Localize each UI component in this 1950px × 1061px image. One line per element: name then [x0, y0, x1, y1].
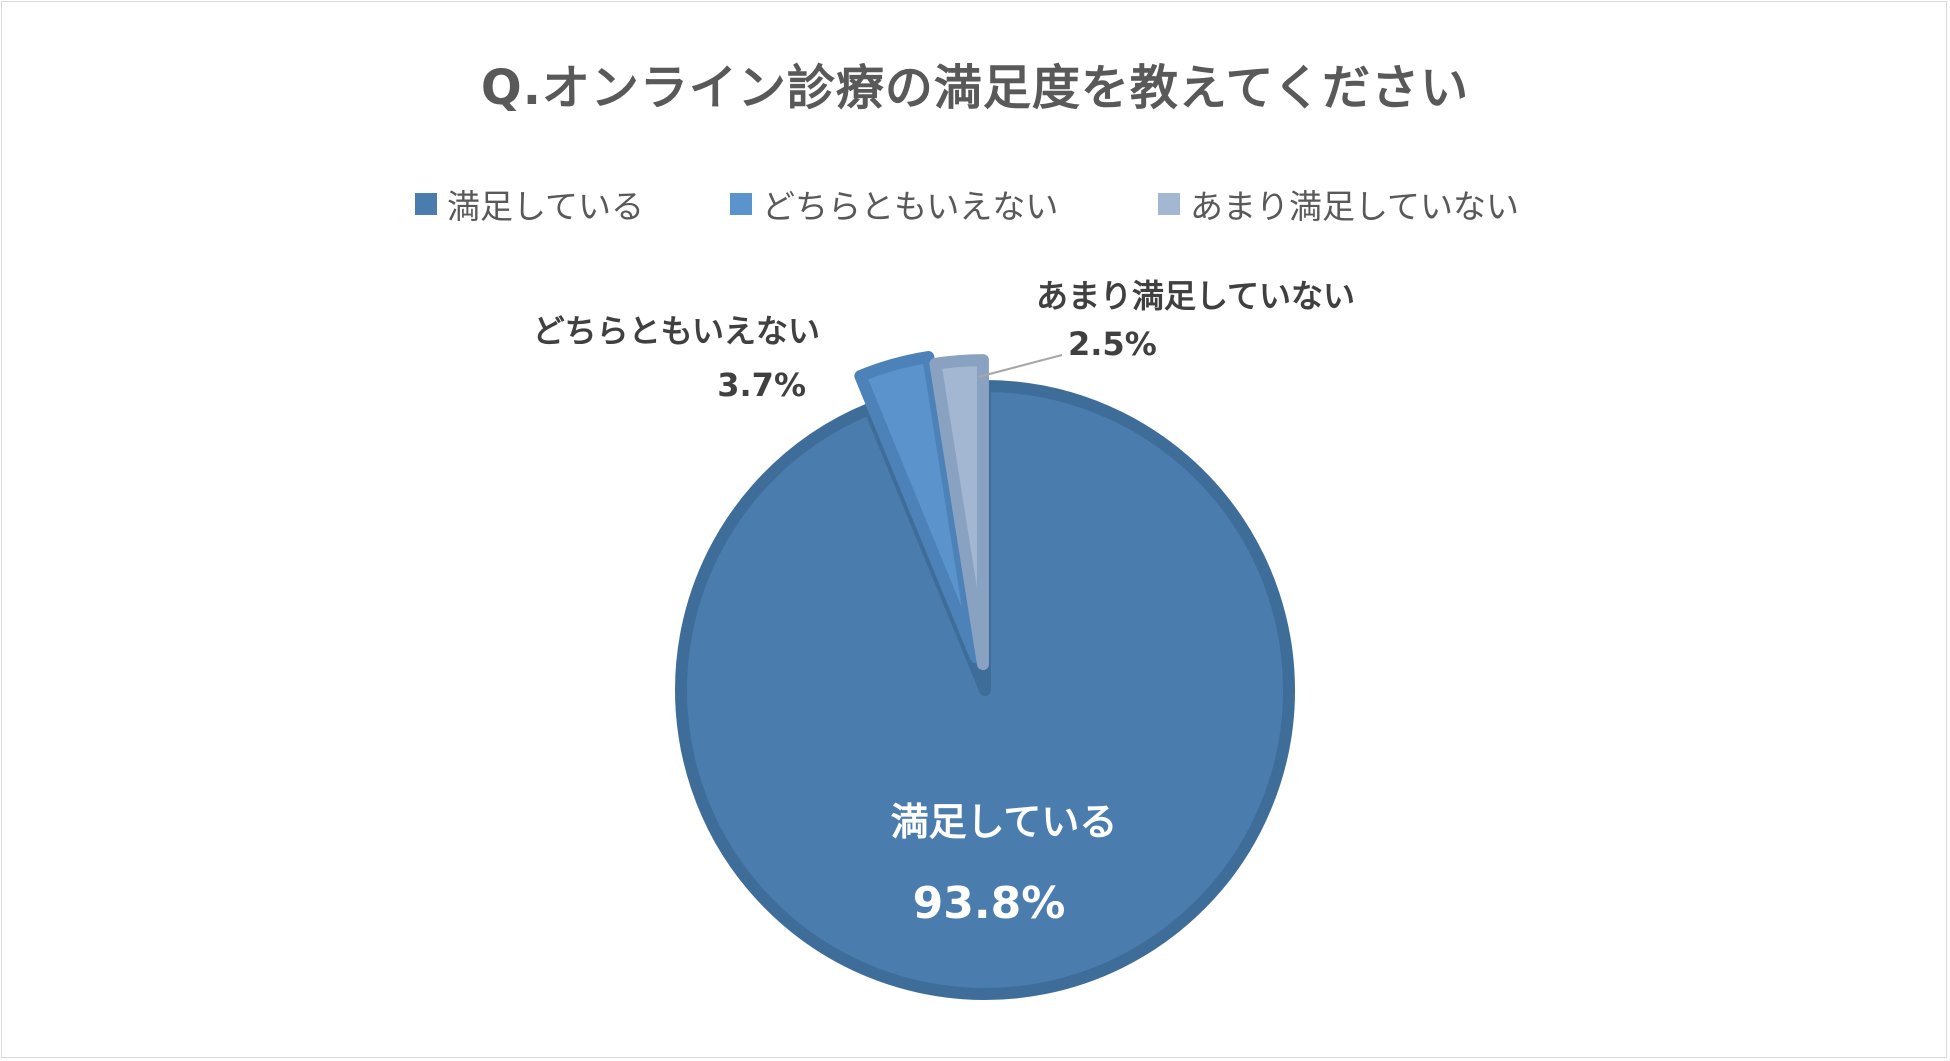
slice-label-unsatisfied-name: あまり満足していない	[1036, 277, 1355, 315]
slice-label-satisfied-value: 93.8%	[913, 878, 1066, 929]
legend-swatch-unsatisfied	[1158, 193, 1180, 215]
legend-swatch-neutral	[730, 193, 752, 215]
chart-legend: 満足している どちらともいえない あまり満足していない	[0, 180, 1950, 226]
chart-title: Q.オンライン診療の満足度を教えてください	[480, 60, 1470, 116]
legend-item-satisfied: 満足している	[415, 180, 644, 228]
legend-item-neutral: どちらともいえない	[730, 180, 1058, 228]
legend-item-unsatisfied: あまり満足していない	[1158, 180, 1519, 228]
pie-slice-neutral	[854, 351, 982, 664]
legend-swatch-satisfied	[415, 193, 437, 215]
leader-line-unsatisfied	[977, 354, 1063, 378]
slice-label-unsatisfied-value: 2.5%	[1068, 325, 1157, 363]
slice-label-satisfied-name: 満足している	[891, 800, 1118, 844]
slice-label-neutral-name: どちらともいえない	[533, 312, 820, 350]
legend-label-neutral: どちらともいえない	[762, 187, 1059, 226]
pie-slice-satisfied	[675, 380, 1295, 1000]
legend-label-satisfied: 満足している	[447, 187, 645, 226]
legend-label-unsatisfied: あまり満足していない	[1190, 187, 1520, 226]
slice-label-neutral-value: 3.7%	[717, 366, 806, 404]
pie-slice-unsatisfied	[929, 354, 989, 671]
pie-slices	[675, 351, 1295, 1000]
